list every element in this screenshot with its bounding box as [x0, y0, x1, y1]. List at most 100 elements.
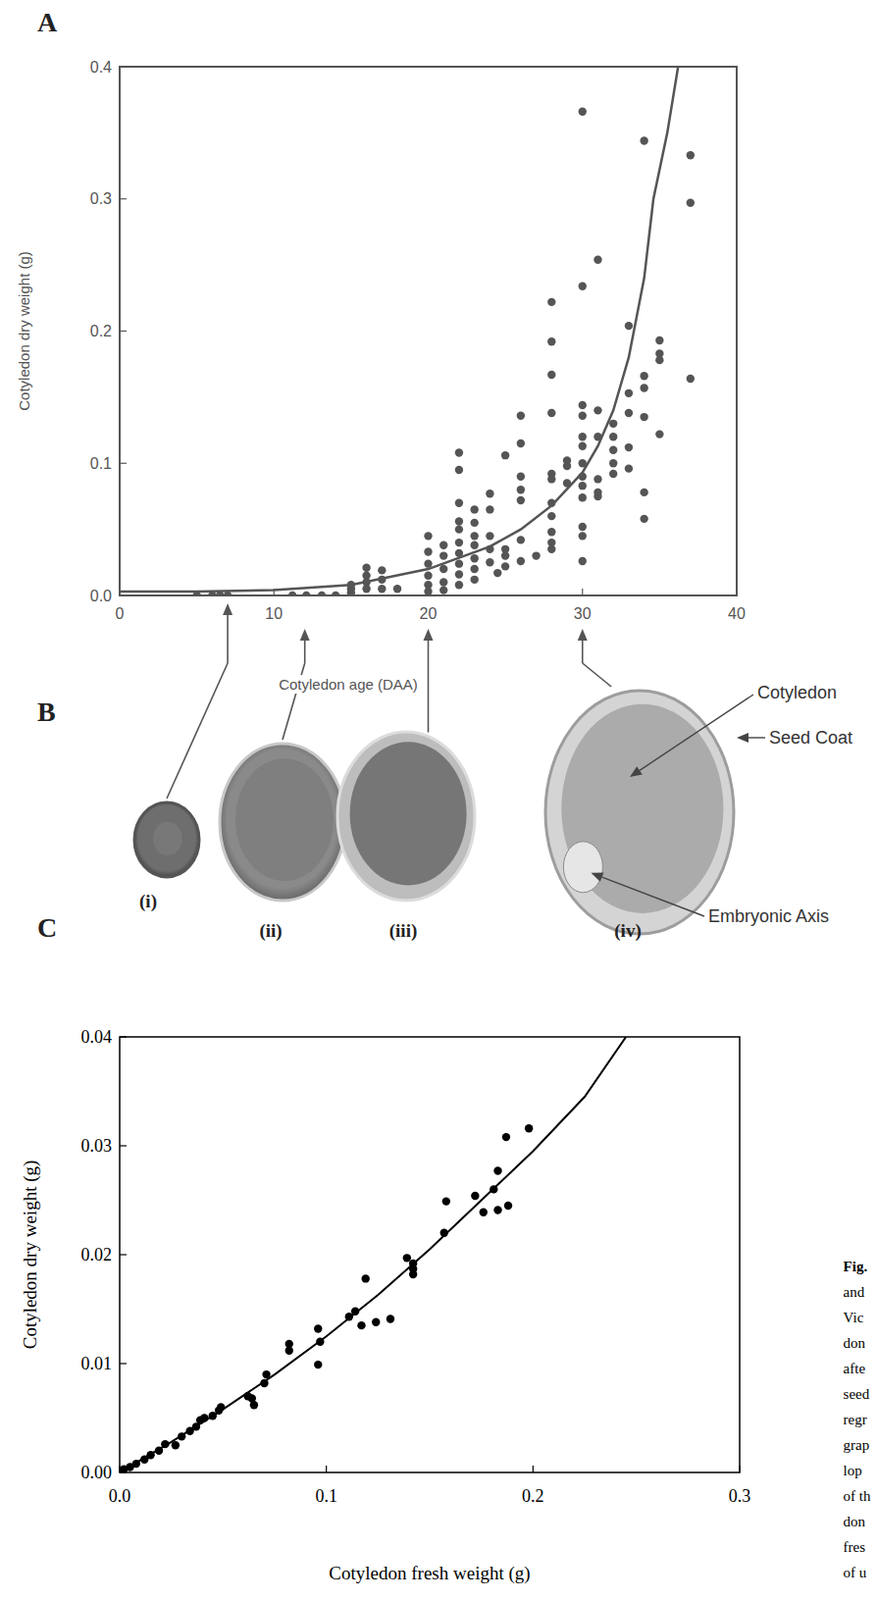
data-point [455, 524, 464, 533]
y-tick [119, 463, 127, 465]
y-tick-label: 0.02 [81, 1244, 113, 1265]
data-point [423, 531, 432, 540]
data-point [504, 1201, 513, 1210]
data-point [639, 383, 648, 392]
data-point [547, 527, 556, 536]
data-point [439, 565, 448, 573]
data-point [624, 409, 633, 417]
x-tick [738, 1465, 740, 1473]
x-axis-title: Cotyledon fresh weight (g) [328, 1562, 530, 1585]
data-point [469, 541, 478, 550]
seed-coat [134, 802, 200, 877]
plot-frame [119, 1036, 740, 1473]
x-tick-label: 0.3 [728, 1486, 752, 1506]
caption-fragment: Vic [843, 1309, 865, 1326]
data-point [516, 557, 525, 566]
data-point [516, 412, 525, 420]
data-point [524, 1124, 533, 1133]
data-point [455, 538, 464, 547]
data-point [469, 518, 478, 527]
cotyledon [153, 822, 183, 856]
data-point [250, 1400, 258, 1409]
y-tick-label: 0.04 [81, 1027, 113, 1047]
data-point [516, 535, 525, 544]
stage-label: (iv) [614, 920, 641, 942]
data-point [578, 481, 587, 490]
data-point [547, 409, 556, 417]
data-point [686, 199, 695, 207]
fit-curve [119, 66, 678, 592]
data-point [578, 432, 587, 441]
y-tick [119, 1035, 127, 1037]
data-point [639, 488, 648, 497]
data-point [516, 485, 525, 494]
data-point [386, 1314, 395, 1323]
panel-letter: A [37, 6, 58, 38]
x-tick-label: 0.1 [314, 1486, 338, 1506]
data-point [547, 512, 556, 520]
data-point [547, 474, 556, 483]
data-point [578, 522, 587, 531]
data-point [516, 439, 525, 448]
chart-0: A0102030400.00.10.20.30.4Cotyledon dry w… [15, 6, 747, 622]
x-tick [325, 1465, 327, 1473]
y-tick-label: 0.2 [90, 322, 112, 340]
data-point [317, 591, 326, 596]
data-point [485, 489, 494, 498]
figure: A0102030400.00.10.20.30.4Cotyledon dry w… [0, 0, 877, 1600]
caption-fragment: of th [843, 1488, 872, 1504]
y-tick [119, 1362, 127, 1364]
annotation-arrow [639, 694, 754, 771]
data-point [493, 568, 502, 577]
data-point [313, 1360, 322, 1369]
data-point [609, 419, 618, 428]
data-point [624, 321, 633, 330]
data-point [442, 1196, 451, 1205]
data-point [547, 298, 556, 307]
data-point [578, 531, 587, 540]
data-point [423, 587, 432, 596]
data-point [479, 1208, 488, 1217]
caption-fragment: lop [843, 1462, 863, 1479]
caption-fragment: Fig. [843, 1258, 869, 1275]
data-point [578, 281, 587, 290]
data-point [501, 562, 510, 570]
data-point [302, 591, 310, 596]
data-point [455, 559, 464, 568]
data-point [609, 459, 618, 467]
data-point [578, 493, 587, 502]
data-point [624, 389, 633, 398]
label-patch [275, 674, 421, 694]
arrow-head [629, 766, 643, 777]
data-point [377, 584, 386, 593]
data-point [469, 565, 478, 573]
data-point [393, 584, 402, 593]
data-point [578, 557, 587, 566]
data-point [609, 432, 618, 441]
plot-data [119, 1036, 626, 1473]
caption: Fig.andVicdonafteseedregrgraplopof thdon… [843, 1258, 872, 1581]
stage-label: (ii) [258, 920, 282, 942]
seed-image [219, 743, 346, 901]
panel-b: B(i)(ii)(iii)(iv)CotyledonSeed CoatEmbry… [37, 603, 853, 942]
data-point [455, 569, 464, 578]
y-tick [119, 1253, 127, 1255]
seed-coat [219, 743, 346, 901]
data-point [639, 515, 648, 523]
caption-fragment: fres [843, 1539, 867, 1555]
data-point [593, 406, 602, 414]
y-tick [119, 198, 127, 200]
annotation-label: Embryonic Axis [708, 906, 829, 927]
data-point [361, 1274, 369, 1283]
arrow-head [300, 628, 310, 641]
seed-image [337, 731, 475, 901]
x-title-group: Cotyledon age (DAA) [275, 674, 421, 694]
fit-curve [119, 1036, 626, 1473]
arrow-head [736, 732, 749, 743]
data-point [455, 448, 464, 457]
data-point [563, 462, 571, 470]
data-point [578, 107, 587, 116]
y-axis-title: Cotyledon dry weight (g) [19, 1160, 42, 1350]
caption-fragment: afte [843, 1360, 867, 1377]
data-point [485, 505, 494, 514]
